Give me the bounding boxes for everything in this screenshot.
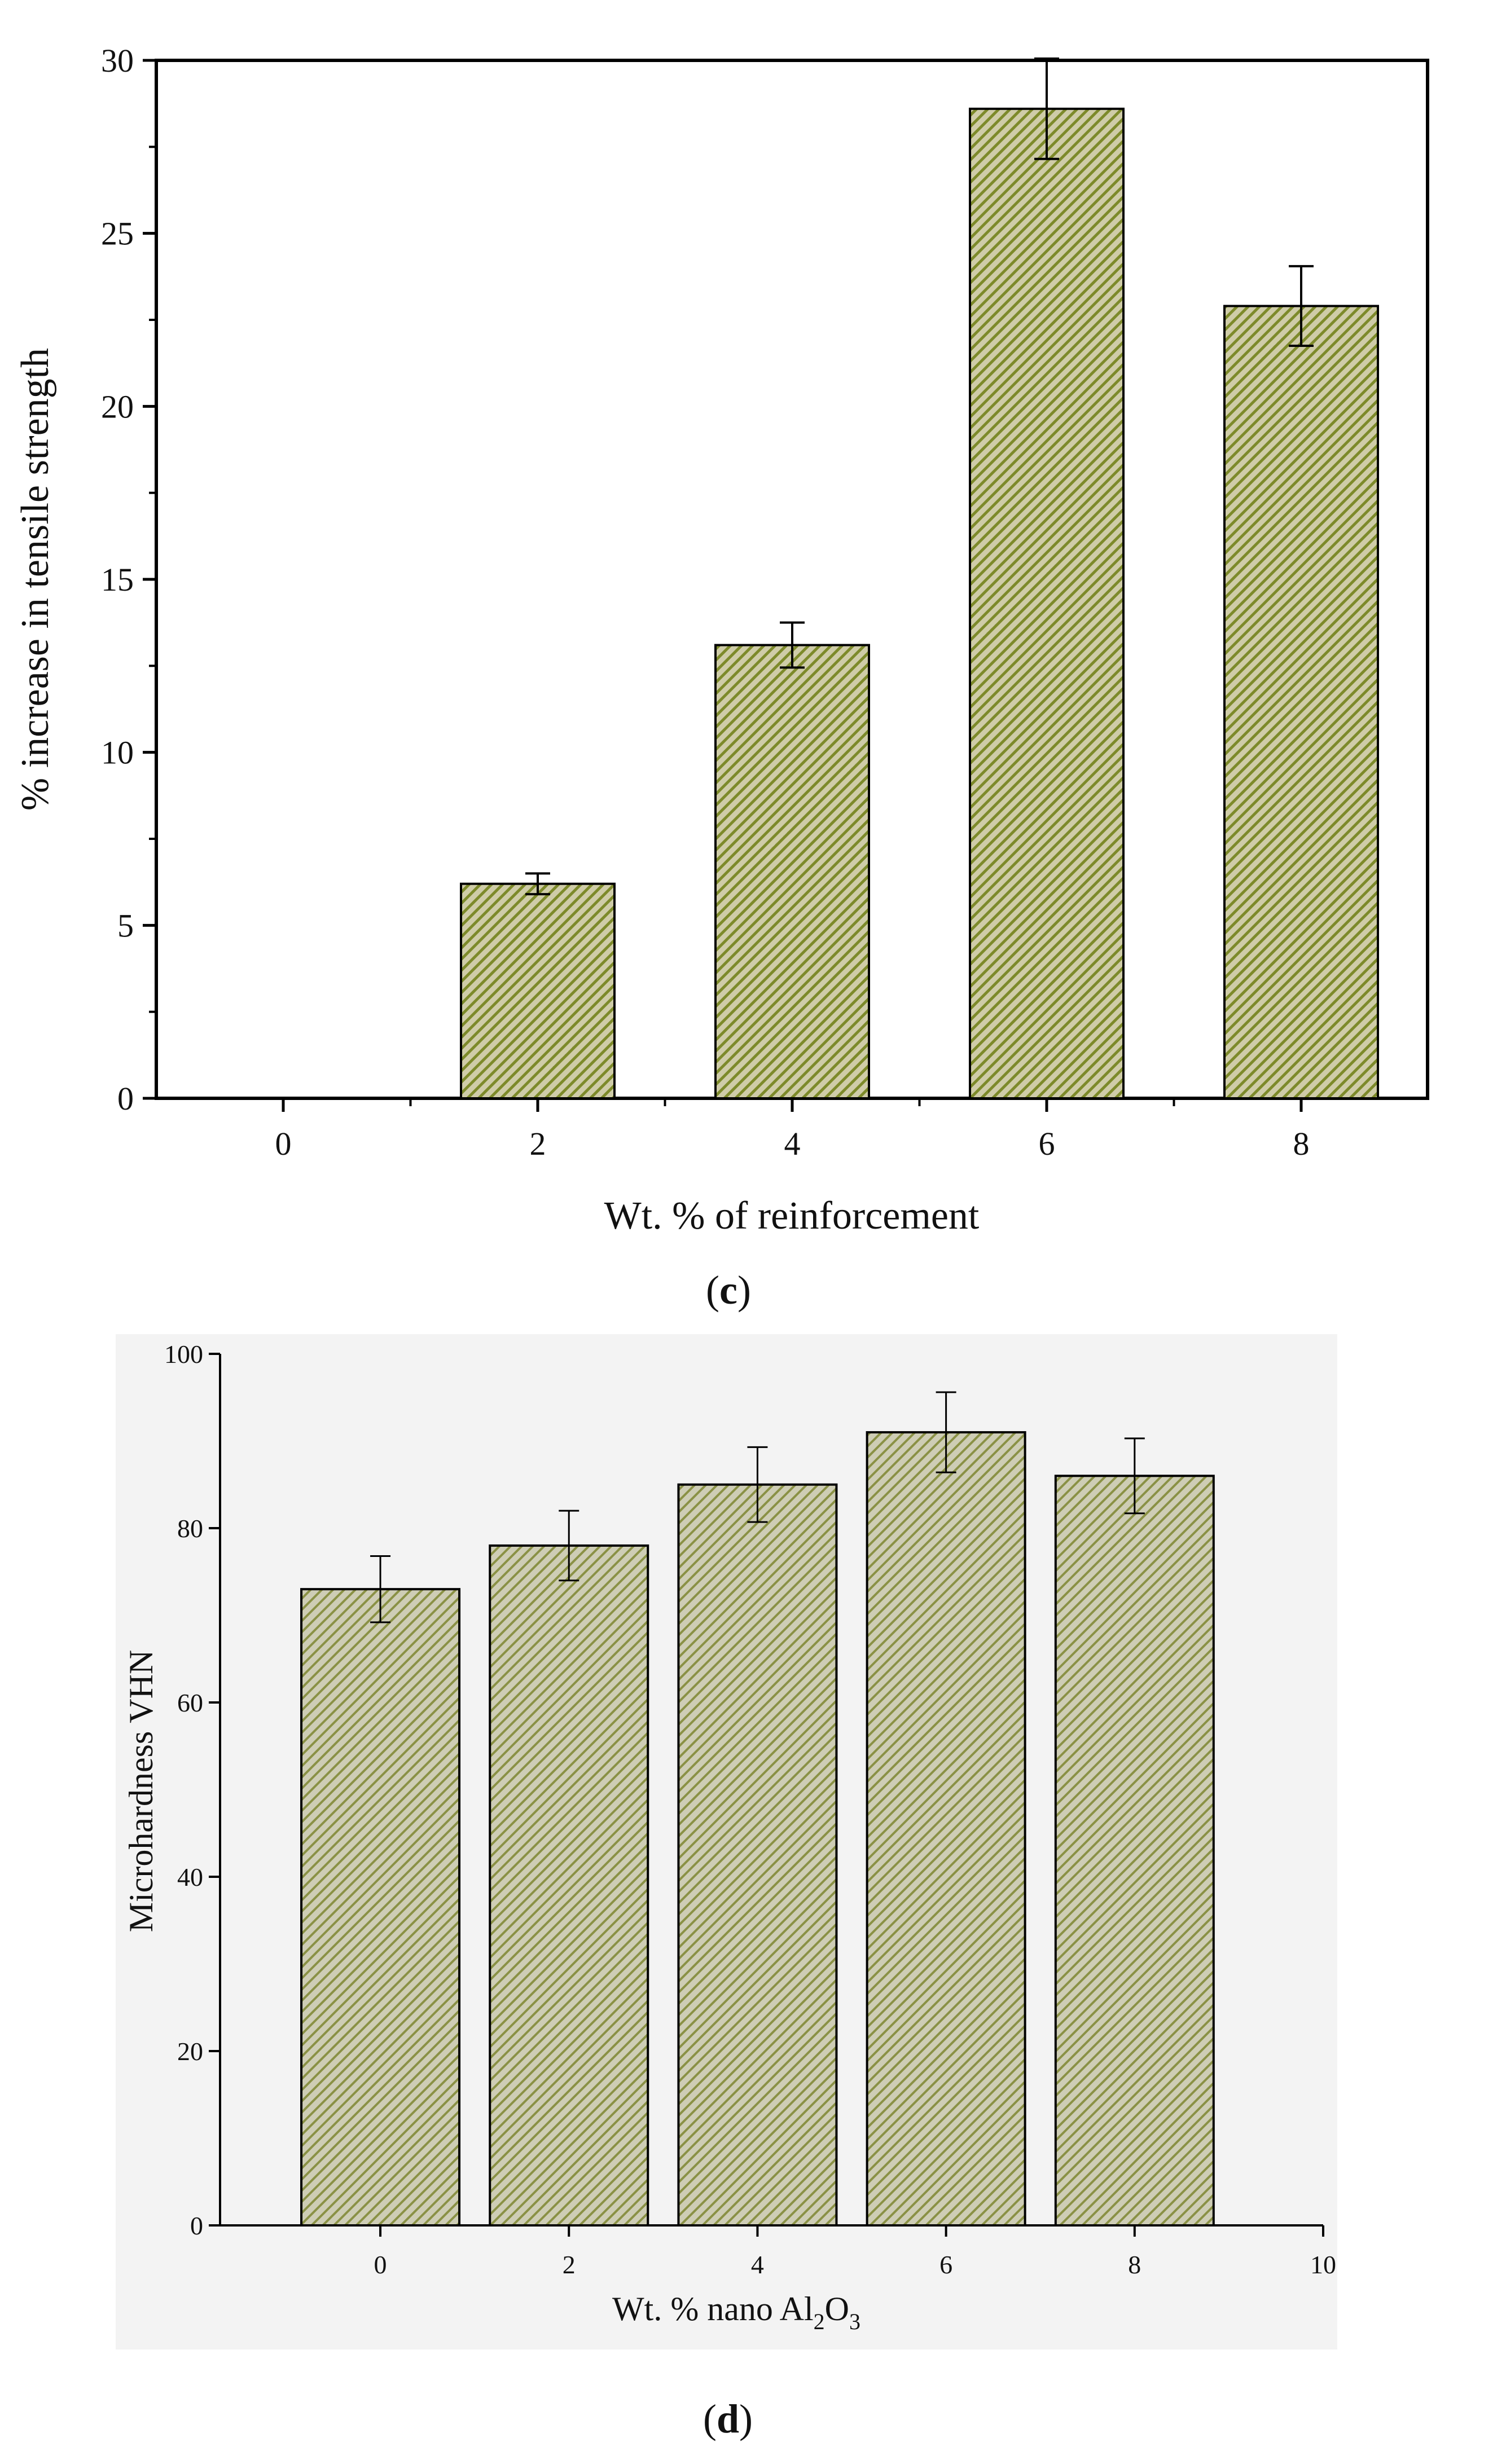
chart-c-caption: (c) <box>706 1268 751 1313</box>
chart-d-bar <box>677 1483 838 2227</box>
chart-d-bar <box>489 1544 649 2227</box>
chart-c-x-tick-label: 6 <box>1039 1125 1055 1162</box>
chart-d-caption-letter: d <box>717 2396 739 2441</box>
chart-d-y-ticks: 0 20 40 60 80 100 <box>164 1340 220 2240</box>
chart-c-bar <box>1223 305 1379 1099</box>
chart-c-x-tick-label: 4 <box>784 1125 801 1162</box>
chart-d-y-tick-label: 40 <box>177 1863 203 1891</box>
chart-d-x-axis-title: Wt. % nano Al2O3 <box>612 2290 860 2334</box>
chart-d-x-tick-label: 10 <box>1310 2250 1336 2279</box>
chart-c-bar <box>969 107 1125 1099</box>
chart-d-x-axis-title-sub2: 3 <box>849 2309 860 2334</box>
chart-d-x-tick-label: 0 <box>374 2250 387 2279</box>
chart-d-bar <box>300 1588 461 2227</box>
chart-d-bar <box>866 1431 1026 2227</box>
chart-c-y-tick-label: 15 <box>101 561 134 598</box>
chart-d-bar <box>1054 1475 1215 2227</box>
chart-d-y-tick-label: 100 <box>164 1340 203 1369</box>
chart-c-y-tick-label: 0 <box>117 1080 134 1117</box>
chart-d-x-tick-label: 2 <box>563 2250 576 2279</box>
chart-c-x-ticks: 0 2 4 6 8 <box>275 1098 1310 1162</box>
chart-c-y-ticks: 0 5 10 15 20 25 30 <box>101 42 156 1117</box>
chart-d-y-tick-label: 0 <box>190 2211 203 2240</box>
chart-c: 0 5 10 15 20 25 30 0 2 4 6 8 Wt. % of reinforcemen… <box>14 42 1429 1313</box>
chart-c-x-tick-label: 8 <box>1293 1125 1310 1162</box>
chart-c-y-tick-label: 20 <box>101 388 134 425</box>
chart-d-caption: (d) <box>703 2396 753 2441</box>
chart-d-x-tick-label: 4 <box>751 2250 764 2279</box>
chart-c-y-tick-label: 5 <box>117 907 134 944</box>
chart-d-y-tick-label: 20 <box>177 2037 203 2066</box>
chart-c-y-tick-label: 30 <box>101 42 134 79</box>
chart-d-y-tick-label: 80 <box>177 1514 203 1543</box>
chart-d-x-ticks: 0 2 4 6 8 10 <box>374 2225 1336 2279</box>
chart-c-x-tick-label: 0 <box>275 1125 292 1162</box>
chart-d-x-tick-label: 6 <box>939 2250 952 2279</box>
chart-d-x-axis-title-main: Wt. % nano Al <box>612 2290 814 2327</box>
chart-c-x-tick-label: 2 <box>530 1125 546 1162</box>
chart-c-y-axis-title: % increase in tensile strength <box>14 348 57 811</box>
chart-c-y-tick-label: 25 <box>101 215 134 252</box>
chart-d-x-tick-label: 8 <box>1128 2250 1141 2279</box>
chart-d-y-tick-label: 60 <box>177 1688 203 1717</box>
chart-c-caption-letter: c <box>719 1268 737 1313</box>
chart-c-bar <box>714 644 870 1099</box>
chart-c-y-tick-label: 10 <box>101 734 134 771</box>
chart-d-y-axis-title: Microhardness VHN <box>122 1650 160 1932</box>
chart-c-bar <box>460 882 616 1099</box>
chart-c-bars <box>460 57 1379 1099</box>
chart-d-bars <box>300 1391 1215 2227</box>
chart-d-x-axis-title-sub1: 2 <box>814 2309 825 2334</box>
chart-d-x-axis-title-mid: O <box>825 2290 849 2327</box>
chart-c-x-axis-title: Wt. % of reinforcement <box>604 1194 980 1238</box>
